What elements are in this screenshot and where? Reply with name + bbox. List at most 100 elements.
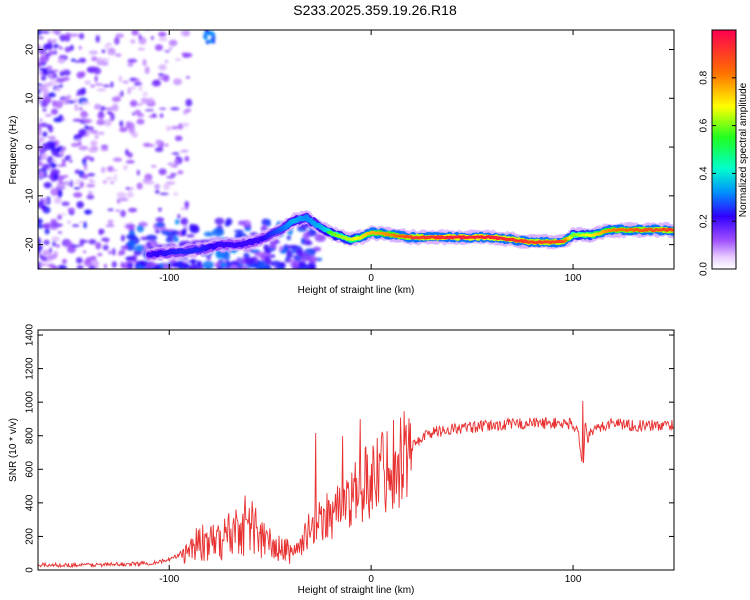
spectrogram-cell [79,181,84,188]
spectrogram-cell [96,88,107,92]
spectrogram-cell [42,108,47,112]
spectrogram-cell [73,182,81,185]
spectrogram-cell [84,125,89,130]
spectrogram-cell [186,234,195,238]
spectrogram-cell [48,50,54,57]
spectrogram-cell [78,57,87,63]
spectrogram-cell [83,221,88,229]
spectrogram-cell [101,49,106,54]
spectrogram-cell [50,161,55,169]
spectrogram-cell [180,149,189,153]
spectrogram-cell [81,101,91,105]
spectrogram-cell [98,228,105,235]
spectrogram-cell [169,259,175,263]
spectrogram-cell [57,265,68,269]
spectrogram-y-ticks: -20 -10 0 10 20 [25,44,674,252]
spectrogram-cell [126,191,134,198]
spectrogram-cell [173,235,179,242]
spectrogram-cell [139,260,147,267]
colorbar-tick-label: 0.8 [699,70,710,84]
spectrogram-cell [102,244,109,251]
spectrogram-cell [81,110,87,115]
spectrogram-cell [111,103,119,112]
spectrogram-cell [107,111,113,116]
spectrogram-cell [112,168,118,172]
spectrogram-cell [94,103,102,110]
spectrogram-cell [114,53,122,57]
spectrogram-cell [94,83,104,86]
spectrogram-cell [101,166,106,174]
spectrogram-cell [282,246,288,254]
spectrogram-cell [150,36,154,40]
spectrogram-cell [74,179,84,183]
spectrogram-cell [40,153,48,161]
spectrogram-cell [229,264,239,269]
spectrogram-cell [81,173,89,180]
spectrogram-cell [112,157,123,162]
spectrogram-cell [78,32,85,40]
spectrogram-cell [220,261,227,269]
spectrogram-cell [182,109,189,115]
spectrogram-x-axis-label: Height of straight line (km) [298,285,415,296]
colorbar-tick-label: 0.6 [699,118,710,132]
spectrogram-cell [158,64,167,71]
spectrogram-cell [118,75,123,83]
spectrogram-cell [42,131,48,138]
snr-y-tick-label: 1200 [25,357,36,380]
spectrogram-cell [251,262,260,267]
spectrogram-cell [116,191,127,199]
spectrogram-cell [172,262,179,269]
spectrogram-cell [144,66,150,75]
spectrogram-cell [38,136,45,143]
spectrogram-cell [46,42,54,50]
spectrogram-cell [73,186,81,190]
spectrogram-cell [93,67,102,75]
spectrogram-ridge [145,209,674,263]
spectrogram-cell [164,59,169,64]
spectrogram-cell [158,207,162,212]
snr-y-axis-label: SNR (10 * v/v) [8,418,19,482]
spectrogram-cell [286,250,292,259]
spectrogram-cell [61,201,70,207]
spectrogram-frame [37,29,675,270]
spectrogram-cell [86,183,96,188]
spectrogram-cell [127,262,133,269]
spectrogram-cell [168,47,173,50]
spectrogram-cell [102,84,111,88]
spectrogram-cell [40,198,44,204]
spectrogram-cell [303,241,313,246]
spectrogram-cell [55,243,60,248]
spectrogram-cell [50,188,60,196]
spectrogram-cell [136,224,145,233]
spectrogram-cell [174,58,181,61]
spectrogram-cell [120,209,126,218]
spectrogram-cell [69,33,79,37]
spectrogram-cell [97,252,103,257]
spectrogram-cell [89,51,96,56]
spectrogram-cell [40,122,48,128]
spectrogram-cell [95,241,102,250]
spectrogram-cell [158,31,167,37]
spectrogram-cell [62,146,67,152]
spectrogram-cell [138,84,143,92]
spectrogram-cell [142,91,148,97]
spectrogram-cell [62,76,70,81]
spectrogram-cell [40,256,48,262]
spectrogram-cell [63,180,71,186]
spectrogram-cell [38,224,44,229]
spectrogram-cell [177,170,184,175]
spectrogram-cell [43,144,51,151]
spectrogram-cell [100,58,110,61]
spectrogram-cell [127,87,132,95]
spectrogram-cell [63,175,69,178]
spectrogram-cell [51,265,59,269]
spectrogram-cell [180,207,186,211]
snr-x-tick-label: 0 [368,574,374,585]
spectrogram-cell [264,255,271,264]
spectrogram-y-axis-label: Frequency (Hz) [8,116,19,185]
spectrogram-cell [57,214,62,220]
spectrogram-cell [116,198,121,204]
colorbar-tick-label: 0.2 [699,214,710,228]
